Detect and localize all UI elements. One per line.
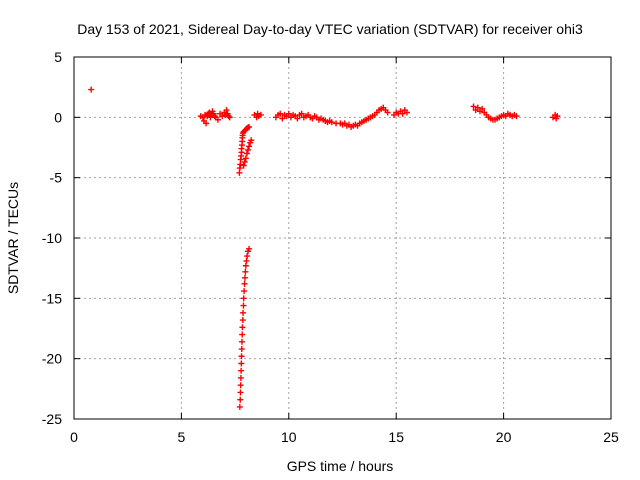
data-point xyxy=(237,396,244,403)
data-point xyxy=(237,374,244,381)
y-tick-label: 5 xyxy=(54,49,62,65)
data-point xyxy=(226,114,233,121)
data-point xyxy=(223,107,230,114)
x-tick-label: 15 xyxy=(388,429,404,445)
data-point xyxy=(246,143,253,150)
data-point xyxy=(554,113,561,120)
data-point xyxy=(238,367,245,374)
data-point xyxy=(328,119,335,126)
y-axis-label: SDTVAR / TECUs xyxy=(5,182,21,294)
y-tick-label: -25 xyxy=(42,411,62,427)
data-point xyxy=(205,110,212,117)
data-point xyxy=(242,155,249,162)
data-point xyxy=(239,324,246,331)
data-point xyxy=(277,110,284,117)
data-point xyxy=(403,109,410,116)
x-axis: 0 5 10 15 20 25 xyxy=(70,57,619,445)
x-tick-label: 20 xyxy=(496,429,512,445)
data-point xyxy=(474,104,481,111)
x-axis-label: GPS time / hours xyxy=(287,458,394,474)
data-point xyxy=(225,113,232,120)
x-tick-label: 5 xyxy=(178,429,186,445)
data-point xyxy=(211,113,218,120)
data-point xyxy=(257,111,264,118)
data-point xyxy=(399,110,406,117)
x-tick-label: 10 xyxy=(281,429,297,445)
data-point xyxy=(238,338,245,345)
data-point xyxy=(203,120,210,127)
data-point xyxy=(240,309,247,316)
data-point xyxy=(241,274,248,281)
data-point xyxy=(219,113,226,120)
data-point xyxy=(244,253,251,260)
y-tick-label: 0 xyxy=(54,109,62,125)
data-point xyxy=(241,288,248,295)
y-tick-label: -20 xyxy=(42,351,62,367)
data-point xyxy=(236,403,243,410)
data-point xyxy=(238,346,245,353)
data-point xyxy=(240,162,247,169)
data-point xyxy=(470,103,477,110)
data-points xyxy=(88,86,561,410)
data-point xyxy=(237,389,244,396)
data-point xyxy=(238,360,245,367)
y-tick-label: -15 xyxy=(42,290,62,306)
data-point xyxy=(241,280,248,287)
data-point xyxy=(246,123,253,130)
data-point xyxy=(384,109,391,116)
y-tick-label: -10 xyxy=(42,230,62,246)
data-point xyxy=(242,268,249,275)
data-point xyxy=(243,150,250,157)
grid xyxy=(74,57,611,419)
data-point xyxy=(248,137,255,144)
chart-title: Day 153 of 2021, Sidereal Day-to-day VTE… xyxy=(77,21,583,37)
data-point xyxy=(240,295,247,302)
data-point xyxy=(88,86,95,93)
data-point xyxy=(294,115,301,122)
data-point xyxy=(298,110,305,117)
data-point xyxy=(239,331,246,338)
data-point xyxy=(285,110,292,117)
data-point xyxy=(246,245,253,252)
y-tick-label: -5 xyxy=(50,170,63,186)
data-point xyxy=(238,353,245,360)
x-tick-label: 25 xyxy=(603,429,619,445)
data-point xyxy=(237,382,244,389)
y-axis: 5 0 -5 -10 -15 -20 -25 xyxy=(42,49,611,427)
data-point xyxy=(244,146,251,153)
data-point xyxy=(513,113,520,120)
data-point xyxy=(240,302,247,309)
data-point xyxy=(279,115,286,122)
data-point xyxy=(239,317,246,324)
data-point xyxy=(241,158,248,165)
data-point xyxy=(479,105,486,112)
data-point xyxy=(214,116,221,123)
x-tick-label: 0 xyxy=(70,429,78,445)
